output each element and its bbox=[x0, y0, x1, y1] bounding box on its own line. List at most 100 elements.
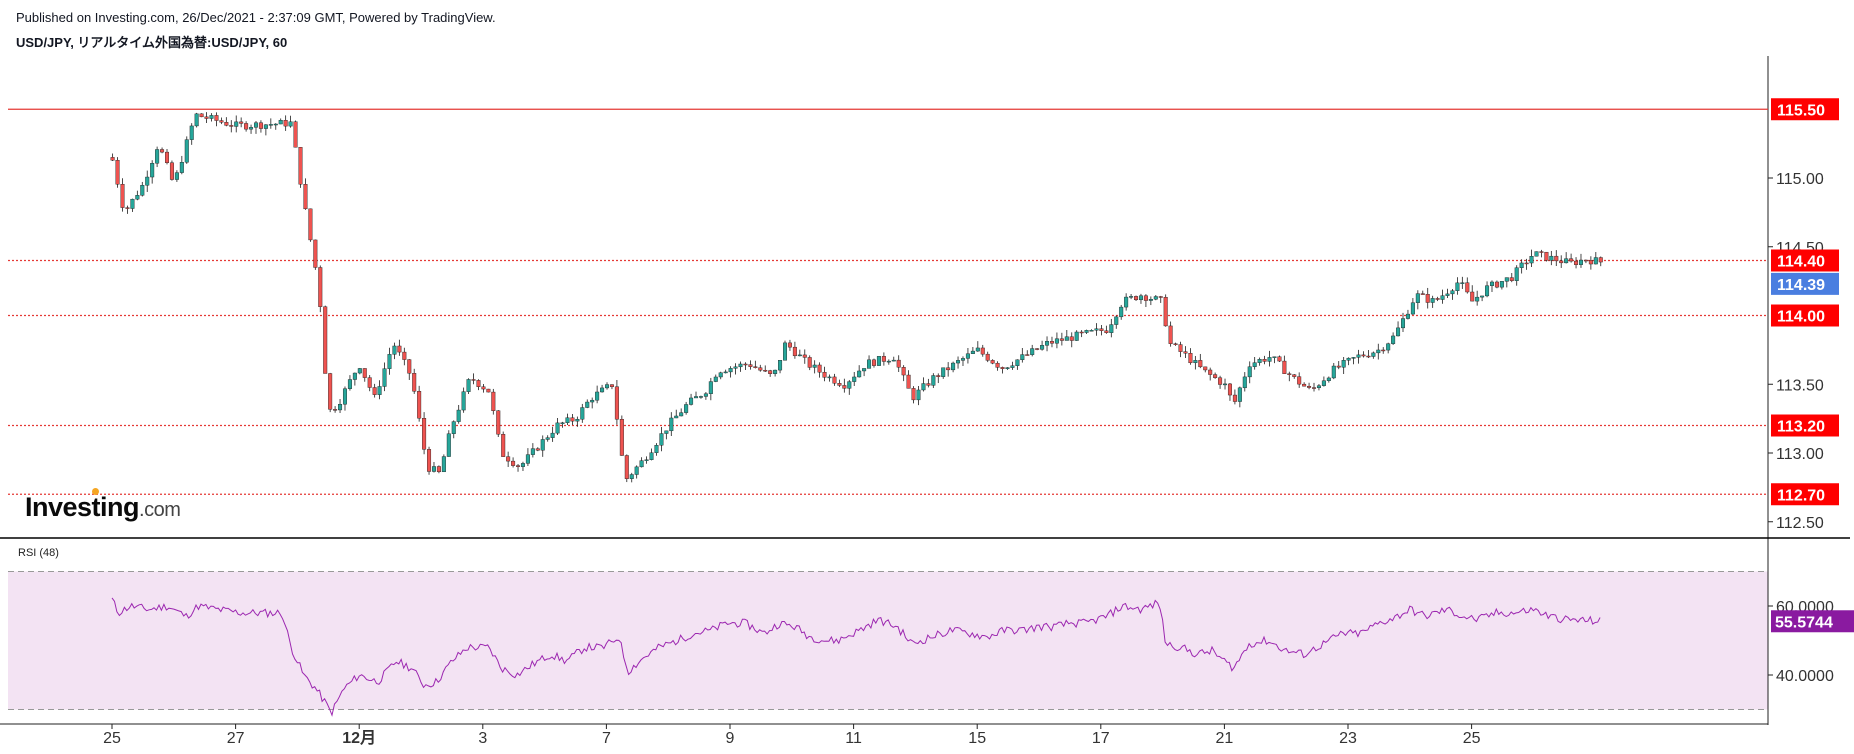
candle-down bbox=[481, 386, 486, 390]
candle-down bbox=[1569, 258, 1574, 262]
candle-up bbox=[1460, 282, 1465, 284]
candle-up bbox=[600, 387, 605, 393]
candle-up bbox=[654, 445, 659, 453]
candle-up bbox=[694, 396, 699, 399]
candle-up bbox=[941, 367, 946, 377]
candle-up bbox=[1237, 387, 1242, 402]
time-tick-label: 3 bbox=[478, 730, 487, 747]
candle-up bbox=[1114, 316, 1119, 325]
candle-up bbox=[634, 466, 639, 475]
candle-down bbox=[1213, 374, 1218, 378]
candle-up bbox=[1005, 367, 1010, 369]
candle-up bbox=[1445, 293, 1450, 296]
candle-up bbox=[778, 360, 783, 371]
candle-up bbox=[595, 391, 600, 401]
candle-down bbox=[1307, 385, 1312, 388]
level-badge bbox=[1771, 304, 1839, 327]
candle-down bbox=[1574, 260, 1579, 265]
candle-down bbox=[614, 386, 619, 420]
candle-up bbox=[1475, 296, 1480, 302]
price-tick-label: 112.50 bbox=[1776, 515, 1824, 532]
candle-down bbox=[511, 460, 516, 466]
candle-down bbox=[1079, 331, 1084, 334]
candle-up bbox=[1316, 385, 1321, 389]
candle-down bbox=[1287, 373, 1292, 375]
time-tick-label: 27 bbox=[227, 730, 245, 747]
candle-up bbox=[352, 372, 357, 380]
candle-down bbox=[832, 376, 837, 384]
candle-up bbox=[1267, 357, 1272, 362]
candle-down bbox=[214, 115, 219, 121]
candle-down bbox=[763, 369, 768, 372]
candle-down bbox=[1539, 251, 1544, 253]
candle-down bbox=[901, 367, 906, 376]
candle-up bbox=[1331, 365, 1336, 379]
candle-down bbox=[842, 385, 847, 389]
candle-down bbox=[1143, 295, 1148, 301]
candle-down bbox=[333, 409, 338, 411]
rsi-band bbox=[8, 571, 1768, 710]
candle-down bbox=[1099, 328, 1104, 331]
candle-up bbox=[1504, 277, 1509, 282]
candle-up bbox=[1519, 262, 1524, 268]
candle-down bbox=[1208, 369, 1213, 375]
candle-up bbox=[145, 176, 150, 186]
candle-up bbox=[669, 417, 674, 432]
logo-suffix: .com bbox=[139, 499, 181, 521]
current-price-badge bbox=[1771, 272, 1839, 295]
candle-down bbox=[1227, 383, 1232, 396]
candle-up bbox=[916, 389, 921, 401]
candle-down bbox=[471, 379, 476, 381]
candle-down bbox=[244, 123, 249, 130]
candle-up bbox=[461, 391, 466, 411]
candle-up bbox=[1376, 349, 1381, 354]
candle-up bbox=[1499, 281, 1504, 288]
candle-down bbox=[1381, 349, 1386, 352]
candle-up bbox=[263, 124, 268, 129]
candle-up bbox=[797, 354, 802, 357]
candle-up bbox=[1148, 299, 1153, 301]
candle-down bbox=[1494, 281, 1499, 288]
candle-down bbox=[807, 357, 812, 368]
candle-up bbox=[560, 422, 565, 424]
candle-up bbox=[550, 432, 555, 438]
candle-down bbox=[1435, 298, 1440, 300]
rsi-indicator-label: RSI (48) bbox=[18, 547, 59, 559]
candle-up bbox=[189, 125, 194, 140]
candle-down bbox=[1232, 394, 1237, 402]
candle-up bbox=[382, 368, 387, 387]
candle-down bbox=[1188, 353, 1193, 364]
candle-down bbox=[303, 184, 308, 210]
candle-up bbox=[1015, 359, 1020, 366]
candle-down bbox=[1544, 251, 1549, 261]
candle-up bbox=[1129, 296, 1134, 298]
candle-up bbox=[209, 115, 214, 119]
candle-down bbox=[1277, 356, 1282, 362]
candle-up bbox=[921, 383, 926, 391]
candle-up bbox=[783, 342, 788, 361]
candle-down bbox=[427, 449, 432, 472]
candle-up bbox=[1391, 335, 1396, 344]
candle-up bbox=[1514, 267, 1519, 281]
candle-down bbox=[1104, 330, 1109, 333]
candle-down bbox=[476, 380, 481, 387]
candle-down bbox=[1470, 291, 1475, 302]
candle-down bbox=[120, 184, 125, 208]
candle-down bbox=[1336, 365, 1341, 368]
candle-down bbox=[298, 147, 303, 185]
candle-down bbox=[169, 162, 174, 180]
candle-up bbox=[150, 163, 155, 178]
candle-up bbox=[347, 379, 352, 389]
candle-up bbox=[1326, 377, 1331, 381]
candle-up bbox=[827, 376, 832, 379]
candle-up bbox=[733, 366, 738, 369]
rsi-tick-label: 40.0000 bbox=[1776, 668, 1834, 685]
candle-down bbox=[1163, 297, 1168, 327]
candle-down bbox=[1178, 344, 1183, 352]
candle-down bbox=[1069, 336, 1074, 341]
candle-up bbox=[585, 401, 590, 408]
candle-down bbox=[496, 410, 501, 435]
candle-down bbox=[318, 267, 323, 307]
candle-up bbox=[886, 360, 891, 363]
